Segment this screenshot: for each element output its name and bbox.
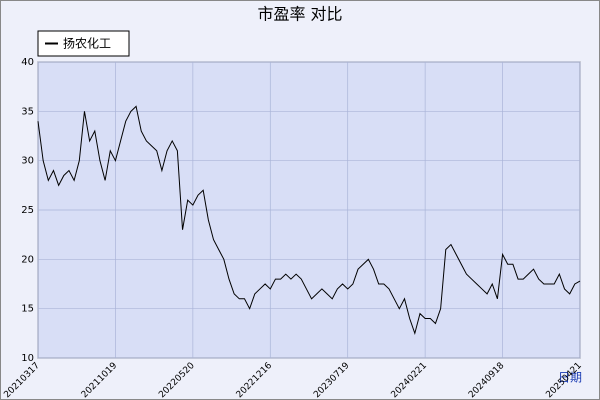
y-tick-label: 15 bbox=[21, 304, 34, 315]
y-tick-label: 30 bbox=[21, 156, 34, 167]
line-series bbox=[37, 105, 581, 336]
x-axis-label: 日期 bbox=[558, 371, 582, 385]
y-tick-label: 35 bbox=[21, 106, 34, 117]
y-tick-label: 25 bbox=[21, 205, 34, 216]
chart-title: 市盈率 对比 bbox=[257, 5, 342, 24]
y-tick-label: 40 bbox=[21, 57, 34, 68]
y-tick-label: 20 bbox=[21, 254, 34, 265]
y-tick-label: 10 bbox=[21, 353, 34, 364]
legend-label: 扬农化工 bbox=[63, 36, 111, 51]
